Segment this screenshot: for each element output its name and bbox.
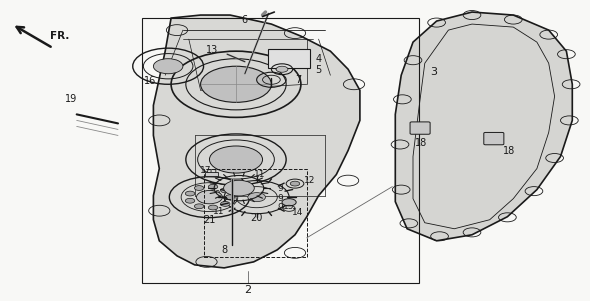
- Text: 5: 5: [316, 65, 322, 75]
- FancyBboxPatch shape: [410, 122, 430, 134]
- Circle shape: [225, 195, 235, 200]
- Text: 18: 18: [503, 145, 514, 156]
- Text: 9: 9: [277, 194, 283, 203]
- Circle shape: [185, 198, 195, 203]
- Circle shape: [209, 146, 263, 173]
- Text: 7: 7: [295, 75, 301, 85]
- Circle shape: [221, 188, 230, 193]
- FancyBboxPatch shape: [205, 172, 218, 176]
- Text: 2: 2: [244, 285, 251, 296]
- Text: 21: 21: [204, 215, 215, 225]
- Text: 16: 16: [145, 76, 156, 86]
- Text: 11: 11: [208, 169, 220, 178]
- Text: 17: 17: [199, 166, 211, 175]
- Text: 9: 9: [277, 184, 283, 193]
- Text: 4: 4: [316, 54, 322, 64]
- Circle shape: [194, 186, 204, 191]
- FancyBboxPatch shape: [268, 49, 310, 68]
- Text: 3: 3: [430, 67, 437, 77]
- Text: 13: 13: [206, 45, 218, 55]
- Circle shape: [194, 204, 204, 209]
- Circle shape: [221, 201, 230, 206]
- Circle shape: [153, 59, 183, 74]
- Text: 11: 11: [212, 207, 224, 216]
- Text: 15: 15: [283, 202, 295, 211]
- Circle shape: [208, 185, 218, 189]
- Circle shape: [248, 193, 266, 202]
- Circle shape: [208, 205, 218, 210]
- Text: 9: 9: [277, 203, 283, 212]
- Text: 14: 14: [292, 208, 304, 217]
- FancyBboxPatch shape: [484, 132, 504, 145]
- Circle shape: [276, 66, 288, 72]
- Text: 10: 10: [210, 190, 221, 199]
- Text: 11: 11: [254, 170, 266, 179]
- Circle shape: [196, 191, 222, 204]
- Text: 18: 18: [415, 138, 427, 148]
- Circle shape: [290, 181, 300, 186]
- Text: 19: 19: [65, 94, 77, 104]
- Text: FR.: FR.: [50, 31, 70, 41]
- Polygon shape: [153, 15, 360, 268]
- Text: 8: 8: [221, 245, 227, 256]
- Circle shape: [185, 191, 195, 196]
- Text: 12: 12: [304, 176, 315, 185]
- Circle shape: [224, 180, 254, 196]
- Text: 6: 6: [242, 14, 248, 25]
- Polygon shape: [395, 12, 572, 241]
- Circle shape: [201, 66, 271, 102]
- Circle shape: [282, 199, 296, 206]
- Text: 20: 20: [251, 213, 263, 223]
